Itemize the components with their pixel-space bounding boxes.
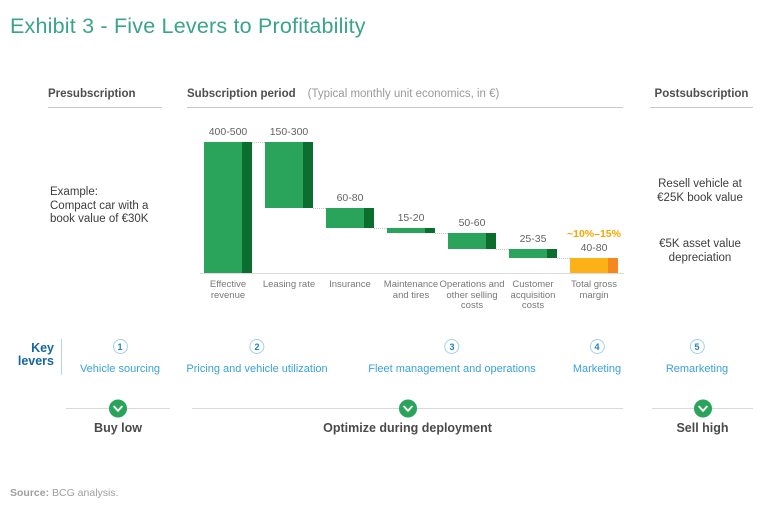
presubscription-header: Presubscription — [48, 88, 136, 100]
bar-name-label-effective-revenue: Effective revenue — [209, 279, 247, 301]
lever-fleet-management: 3 Fleet management and operations — [368, 339, 536, 375]
bar-shade-strip — [425, 228, 435, 233]
bar-shade-strip — [547, 249, 557, 258]
phase-sell-high-label: Sell high — [676, 421, 729, 435]
waterfall-bar-leasing-rate — [265, 142, 313, 208]
bar-name-label-operations-and-other-selling-costs: Operations and other selling costs — [439, 279, 505, 311]
check-circle-icon — [108, 399, 128, 418]
postsubscription-underline — [650, 107, 753, 108]
key-levers-divider — [61, 339, 62, 375]
waterfall-bar-customer-acquisition-costs — [509, 249, 557, 258]
waterfall-bar-maintenance-and-tires — [387, 228, 435, 233]
example-note-line: Example: — [50, 186, 98, 198]
depreciation-note: €5K asset value depreciation — [636, 237, 764, 265]
phase-optimize-label: Optimize during deployment — [323, 421, 492, 435]
example-note-line: Compact car with a — [50, 199, 149, 212]
waterfall-connector — [557, 258, 570, 259]
bar-name-label-insurance: Insurance — [329, 279, 371, 290]
lever-marketing: 4 Marketing — [573, 339, 621, 375]
waterfall-connector — [496, 249, 509, 250]
bar-shade-strip — [303, 142, 313, 208]
subscription-subtitle: (Typical monthly unit economics, in €) — [307, 88, 500, 100]
lever-2-label: Pricing and vehicle utilization — [186, 363, 328, 375]
key-levers-label-line: levers — [17, 354, 54, 368]
bar-name-label-customer-acquisition-costs: Customer acquisition costs — [510, 279, 556, 311]
waterfall-connector — [435, 233, 448, 234]
waterfall-bar-insurance — [326, 208, 374, 228]
bar-name-label-total-gross-margin: Total gross margin — [571, 279, 617, 301]
bar-value-label-maintenance-and-tires: 15-20 — [397, 212, 425, 224]
check-circle-icon — [693, 399, 712, 418]
subscription-label: Subscription period — [187, 88, 296, 100]
bar-name-label-leasing-rate: Leasing rate — [262, 279, 316, 290]
key-levers-label: Key levers — [14, 342, 54, 368]
waterfall-bar-operations-and-other-selling-costs — [448, 233, 496, 249]
resell-note: Resell vehicle at €25K book value — [636, 177, 764, 205]
exhibit-title: Exhibit 3 - Five Levers to Profitability — [10, 14, 366, 38]
source-text: BCG analysis. — [49, 487, 119, 499]
lever-pricing-utilization: 2 Pricing and vehicle utilization — [186, 339, 328, 375]
bar-shade-strip — [242, 142, 252, 273]
bar-value-label-customer-acquisition-costs: 25-35 — [519, 233, 547, 245]
bar-name-label-maintenance-and-tires: Maintenance and tires — [383, 279, 439, 301]
waterfall-connector — [313, 208, 326, 209]
source-prefix: Source: — [10, 487, 50, 499]
phase-buy-low-label: Buy low — [94, 421, 142, 435]
postsubscription-header: Postsubscription — [650, 88, 753, 100]
example-note-line: book value of €30K — [50, 213, 149, 225]
subscription-underline — [187, 107, 623, 108]
resell-note-line: €25K book value — [657, 192, 743, 204]
bar-shade-strip — [608, 258, 618, 273]
lever-vehicle-sourcing: 1 Vehicle sourcing — [80, 339, 160, 375]
lever-4-number-badge: 4 — [589, 339, 605, 354]
bar-value-label-total-gross-margin: 40-80 — [580, 242, 608, 254]
key-levers-label-line: Key — [31, 341, 54, 355]
waterfall-bar-total-gross-margin — [570, 258, 618, 273]
presubscription-underline — [48, 107, 162, 108]
bar-value-label-effective-revenue: 400-500 — [208, 126, 248, 138]
depreciation-note-line: €5K asset value — [659, 238, 741, 250]
bar-value-label-leasing-rate: 150-300 — [269, 126, 309, 138]
bar-shade-strip — [486, 233, 496, 249]
lever-5-label: Remarketing — [665, 363, 729, 375]
depreciation-note-line: depreciation — [668, 252, 732, 264]
lever-2-number-badge: 2 — [249, 339, 265, 354]
postsubscription-label: Postsubscription — [654, 88, 749, 100]
chart-baseline — [200, 273, 624, 274]
subscription-header: Subscription period (Typical monthly unit… — [187, 88, 499, 100]
bar-shade-strip — [364, 208, 374, 228]
waterfall-bar-effective-revenue — [204, 142, 252, 273]
lever-1-number-badge: 1 — [112, 339, 128, 354]
lever-1-label: Vehicle sourcing — [79, 363, 161, 375]
bar-value-label-insurance: 60-80 — [336, 192, 364, 204]
lever-remarketing: 5 Remarketing — [666, 339, 728, 375]
lever-5-number-badge: 5 — [689, 339, 705, 354]
presubscription-label: Presubscription — [48, 88, 136, 100]
resell-note-line: Resell vehicle at — [658, 178, 742, 190]
bar-annotation-total-gross-margin: ~10%–15% — [566, 228, 621, 240]
waterfall-connector — [374, 228, 387, 229]
lever-4-label: Marketing — [572, 363, 622, 375]
check-circle-icon — [398, 399, 417, 418]
lever-3-label: Fleet management and operations — [368, 363, 536, 375]
example-note: Example: Compact car with a book value o… — [50, 186, 148, 227]
bar-value-label-operations-and-other-selling-costs: 50-60 — [458, 217, 486, 229]
source-note: Source: BCG analysis. — [10, 487, 119, 499]
waterfall-connector — [252, 142, 265, 143]
lever-3-number-badge: 3 — [444, 339, 460, 354]
